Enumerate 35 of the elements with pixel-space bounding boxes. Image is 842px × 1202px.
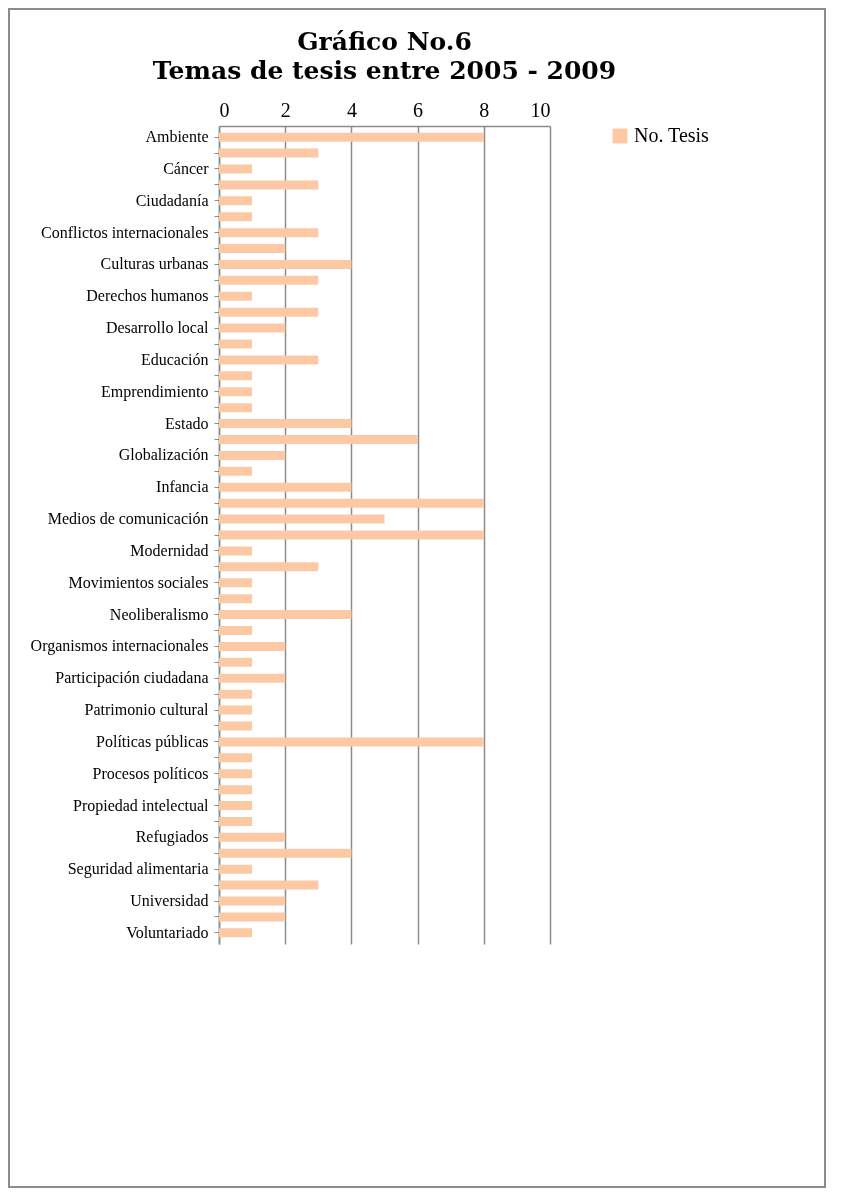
y-tick-label: Cáncer <box>163 159 210 177</box>
x-tick-label: 4 <box>346 98 357 121</box>
y-tick-label: Globalización <box>118 446 209 464</box>
chart-title: Gráfico No.6 <box>297 27 472 56</box>
legend-label: No. Tesis <box>634 124 710 146</box>
y-tick-label: Culturas urbanas <box>100 255 209 273</box>
y-tick-label: Derechos humanos <box>86 287 209 305</box>
y-tick-label: Organismos internacionales <box>30 637 209 656</box>
y-tick-label: Refugiados <box>135 828 209 847</box>
y-tick-label: Voluntariado <box>126 923 209 941</box>
y-tick-label: Movimientos sociales <box>68 573 209 591</box>
y-tick-label: Seguridad alimentaria <box>67 860 209 879</box>
x-tick-label: 10 <box>530 98 551 121</box>
y-tick-label: Políticas públicas <box>96 732 209 751</box>
y-tick-label: Medios de comunicación <box>47 510 209 528</box>
x-tick-label: 6 <box>413 98 424 121</box>
y-tick-label: Ambiente <box>145 128 209 146</box>
y-tick-label: Participación ciudadana <box>55 669 209 688</box>
y-tick-label: Estado <box>164 414 209 432</box>
y-tick-label: Conflictos internacionales <box>40 223 209 241</box>
y-tick-label: Modernidad <box>130 541 209 559</box>
y-tick-label: Propiedad intelectual <box>72 796 210 815</box>
y-tick-label: Infancia <box>156 478 209 496</box>
y-tick-label: Emprendimiento <box>100 382 209 401</box>
y-tick-label: Desarrollo local <box>105 319 210 337</box>
y-tick-label: Educación <box>140 350 209 368</box>
y-tick-label: Universidad <box>130 892 209 910</box>
y-tick-label: Ciudadanía <box>135 191 209 209</box>
y-tick-label: Patrimonio cultural <box>84 701 210 719</box>
x-tick-label: 8 <box>479 98 490 121</box>
y-tick-label: Neoliberalismo <box>109 605 209 623</box>
chart-subtitle: Temas de tesis entre 2005 - 2009 <box>152 56 617 85</box>
x-tick-label: 2 <box>280 98 291 121</box>
y-tick-label: Procesos políticos <box>92 764 209 783</box>
x-tick-label: 0 <box>219 98 230 121</box>
